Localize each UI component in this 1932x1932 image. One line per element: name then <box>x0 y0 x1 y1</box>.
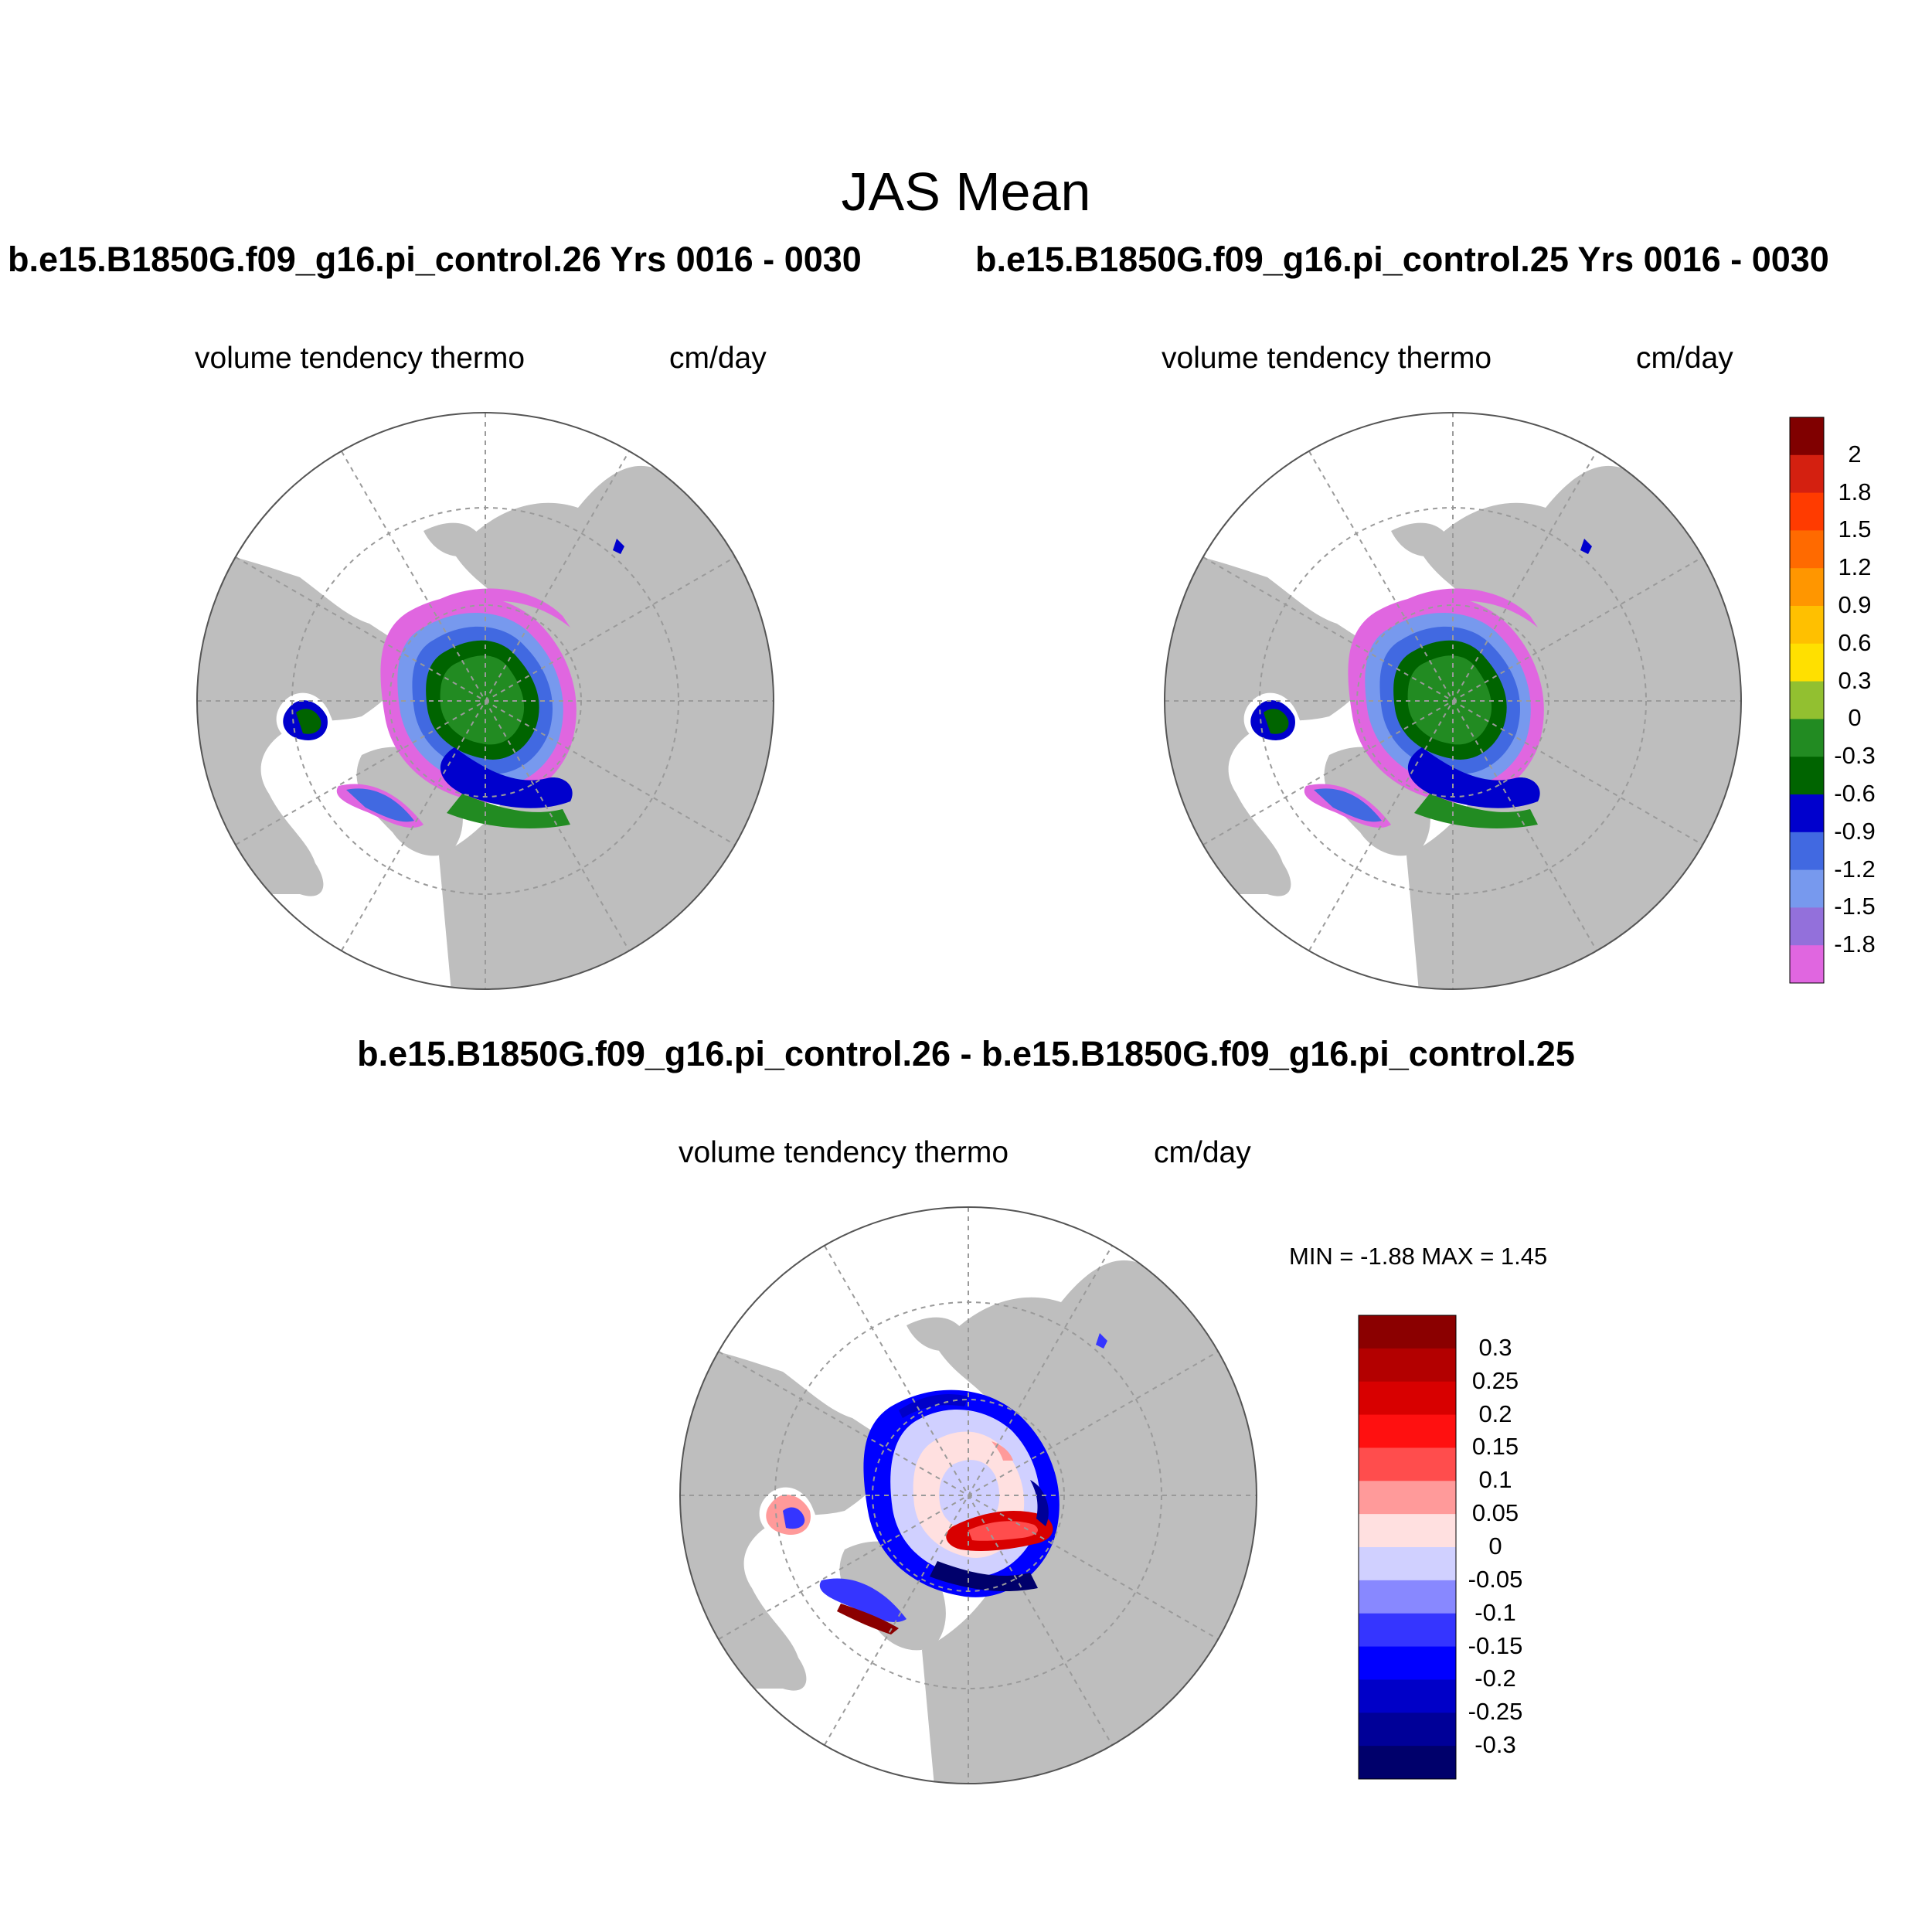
colorbar-tick-label: -1.8 <box>1834 930 1876 958</box>
colorbar-tick-label: 0.9 <box>1838 591 1872 618</box>
right-units-label: cm/day <box>1636 342 1733 375</box>
colorbar-swatch <box>1359 1414 1456 1448</box>
difference-title: b.e15.B1850G.f09_g16.pi_control.26 - b.e… <box>357 1034 1575 1073</box>
colorbar-tick-label: 0.25 <box>1471 1366 1519 1394</box>
colorbar-tick-label: 1.8 <box>1838 478 1872 505</box>
colorbar-swatch <box>1359 1746 1456 1780</box>
colorbar-tick-label: -0.2 <box>1475 1665 1516 1692</box>
right-case-title: b.e15.B1850G.f09_g16.pi_control.25 Yrs 0… <box>975 240 1829 279</box>
min-max-label: MIN = -1.88 MAX = 1.45 <box>1289 1243 1548 1270</box>
colorbar-tick-label: -0.25 <box>1468 1698 1523 1726</box>
colorbar-swatch <box>1359 1315 1456 1349</box>
colorbar-swatch <box>1790 530 1824 569</box>
diff-units-label: cm/day <box>1154 1136 1251 1169</box>
colorbar-swatch <box>1359 1679 1456 1713</box>
left-case-title: b.e15.B1850G.f09_g16.pi_control.26 Yrs 0… <box>8 240 862 279</box>
colorbar-border <box>1358 1315 1457 1780</box>
left-units-label: cm/day <box>669 342 767 375</box>
colorbar-swatch <box>1790 681 1824 719</box>
colorbar-swatch <box>1359 1381 1456 1416</box>
colorbar-swatch <box>1359 1646 1456 1680</box>
colorbar-tick-label: -1.2 <box>1834 855 1876 883</box>
colorbar-swatch <box>1359 1514 1456 1548</box>
colorbar-tick-label: 0.2 <box>1478 1400 1512 1427</box>
colorbar-tick-label: 0.3 <box>1478 1333 1512 1361</box>
colorbar-tick-label: -0.6 <box>1834 780 1876 807</box>
colorbar-tick-label: 0.1 <box>1478 1466 1512 1494</box>
colorbar-swatch <box>1359 1580 1456 1614</box>
colorbar-tick-label: 1.5 <box>1838 515 1872 543</box>
colorbar-swatch <box>1790 907 1824 946</box>
main-colorbar <box>1789 417 1825 984</box>
colorbar-swatch <box>1790 417 1824 456</box>
colorbar-tick-label: -1.5 <box>1834 893 1876 920</box>
colorbar-tick-label: -0.9 <box>1834 817 1876 845</box>
colorbar-swatch <box>1359 1613 1456 1648</box>
colorbar-border <box>1789 417 1825 984</box>
colorbar-swatch <box>1790 643 1824 682</box>
colorbar-swatch <box>1359 1481 1456 1515</box>
colorbar-tick-label: -0.3 <box>1475 1731 1516 1759</box>
colorbar-swatch <box>1359 1348 1456 1383</box>
colorbar-tick-label: 0.3 <box>1838 666 1872 694</box>
left-polar-map <box>196 412 774 990</box>
colorbar-tick-label: 0.6 <box>1838 628 1872 656</box>
colorbar-tick-label: -0.3 <box>1834 742 1876 770</box>
colorbar-swatch <box>1790 568 1824 607</box>
colorbar-swatch <box>1359 1713 1456 1747</box>
colorbar-tick-label: -0.05 <box>1468 1565 1523 1593</box>
right-variable-label: volume tendency thermo <box>1162 342 1492 375</box>
colorbar-tick-label: 0.05 <box>1471 1499 1519 1527</box>
colorbar-swatch <box>1790 454 1824 494</box>
colorbar-swatch <box>1790 606 1824 645</box>
left-variable-label: volume tendency thermo <box>195 342 526 375</box>
colorbar-swatch <box>1359 1547 1456 1581</box>
colorbar-tick-label: -0.1 <box>1475 1598 1516 1626</box>
colorbar-swatch <box>1790 719 1824 757</box>
colorbar-tick-label: 0 <box>1488 1532 1502 1560</box>
colorbar-swatch <box>1790 757 1824 795</box>
colorbar-tick-label: 0.15 <box>1471 1433 1519 1461</box>
colorbar-swatch <box>1790 832 1824 871</box>
colorbar-swatch <box>1790 869 1824 908</box>
colorbar-tick-label: 0 <box>1848 704 1862 732</box>
colorbar-swatch <box>1359 1447 1456 1481</box>
colorbar-swatch <box>1790 794 1824 833</box>
diff-variable-label: volume tendency thermo <box>679 1136 1009 1169</box>
colorbar-tick-label: -0.15 <box>1468 1631 1523 1659</box>
colorbar-swatch <box>1790 945 1824 984</box>
difference-colorbar <box>1358 1315 1457 1780</box>
colorbar-tick-label: 1.2 <box>1838 553 1872 581</box>
difference-polar-map <box>679 1206 1257 1784</box>
right-polar-map <box>1164 412 1742 990</box>
colorbar-swatch <box>1790 492 1824 531</box>
colorbar-tick-label: 2 <box>1848 440 1862 468</box>
figure-title: JAS Mean <box>841 162 1091 222</box>
